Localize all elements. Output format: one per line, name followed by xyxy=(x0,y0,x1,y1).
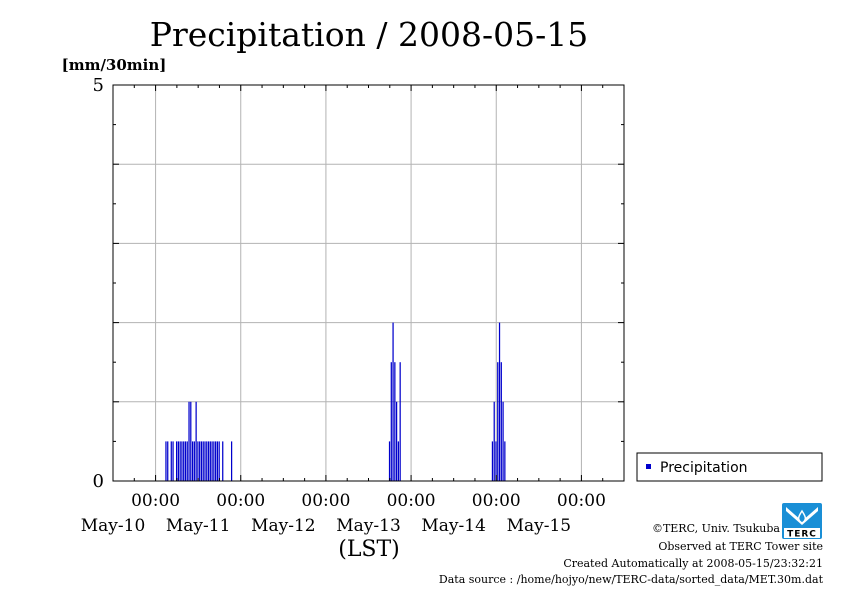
grid-lines xyxy=(113,85,624,481)
footer: ©TERC, Univ. Tsukuba Observed at TERC To… xyxy=(439,522,824,586)
precipitation-bar xyxy=(394,362,396,481)
precipitation-bar xyxy=(188,401,190,481)
precipitation-bar xyxy=(181,441,183,481)
precipitation-bar xyxy=(497,362,499,481)
precipitation-bar xyxy=(209,441,211,481)
x-tick-time-label: 00:00 xyxy=(557,491,606,511)
x-tick-date-label: May-14 xyxy=(421,516,486,536)
precipitation-bar xyxy=(175,441,178,481)
x-tick-time-label: 00:00 xyxy=(387,491,436,511)
x-axis-label: (LST) xyxy=(338,537,400,562)
chart-title: Precipitation / 2008-05-15 xyxy=(150,15,588,54)
x-tick-time-label: 00:00 xyxy=(472,491,521,511)
legend-box xyxy=(636,452,823,482)
y-tick-labels: 05 xyxy=(93,75,104,492)
y-tick-label: 0 xyxy=(93,471,104,492)
precipitation-bar xyxy=(167,441,169,481)
legend-swatch xyxy=(646,464,651,469)
precipitation-bar xyxy=(502,401,504,481)
precipitation-bar xyxy=(179,441,181,481)
precipitation-bar xyxy=(183,441,185,481)
x-tick-date-label: May-13 xyxy=(336,516,401,536)
x-tick-time-label: 00:00 xyxy=(131,491,180,511)
precipitation-bar xyxy=(215,441,217,481)
precipitation-bar xyxy=(170,441,172,481)
precipitation-bar xyxy=(211,441,213,481)
precipitation-bar xyxy=(218,441,220,481)
axis-ticks xyxy=(112,84,625,482)
precipitation-bar xyxy=(191,441,194,481)
precipitation-bar xyxy=(230,441,233,481)
copyright-text: ©TERC, Univ. Tsukuba xyxy=(652,522,780,535)
precipitation-bar xyxy=(197,441,199,481)
x-tick-date-label: May-11 xyxy=(166,516,231,536)
x-tick-date-label: May-10 xyxy=(81,516,146,536)
precipitation-bar xyxy=(390,362,392,481)
precipitation-bars xyxy=(165,322,506,481)
precipitation-bar xyxy=(216,441,219,481)
precipitation-bar xyxy=(498,322,501,481)
legend: Precipitation xyxy=(636,452,823,482)
source-text: Data source : /home/hojyo/new/TERC-data/… xyxy=(439,573,824,586)
precipitation-bar xyxy=(397,441,400,481)
precipitation-bar xyxy=(491,441,494,481)
y-axis-unit-label: [mm/30min] xyxy=(62,56,167,74)
terc-logo-icon: TERC xyxy=(782,503,822,539)
x-tick-time-label: 00:00 xyxy=(216,491,265,511)
precipitation-bar xyxy=(206,441,208,481)
precipitation-bar xyxy=(200,441,203,481)
precipitation-bar xyxy=(213,441,215,481)
precipitation-bar xyxy=(193,441,195,481)
logo-text: TERC xyxy=(787,530,817,540)
precipitation-bar xyxy=(495,441,497,481)
precipitation-bar xyxy=(396,401,398,481)
precipitation-bar xyxy=(190,401,192,481)
precipitation-bar xyxy=(204,441,206,481)
precipitation-bar xyxy=(199,441,201,481)
precipitation-bar xyxy=(504,441,506,481)
precipitation-bar xyxy=(222,441,224,481)
precipitation-bar xyxy=(399,362,401,481)
x-tick-labels: 00:00 May-10 00:00 May-11 00:00 May-12 00:00 Ma… xyxy=(81,491,606,536)
x-tick-date-label: May-12 xyxy=(251,516,316,536)
x-tick-time-label: 00:00 xyxy=(301,491,350,511)
observed-text: Observed at TERC Tower site xyxy=(658,540,823,553)
precipitation-bar xyxy=(493,401,495,481)
precipitation-bar xyxy=(172,441,174,481)
precipitation-bar xyxy=(202,441,204,481)
precipitation-bar xyxy=(195,401,197,481)
precipitation-bar xyxy=(388,441,391,481)
legend-label: Precipitation xyxy=(660,460,748,476)
precipitation-bar xyxy=(177,441,179,481)
precipitation-bar xyxy=(165,441,167,481)
created-text: Created Automatically at 2008-05-15/23:3… xyxy=(563,557,823,570)
y-tick-label: 5 xyxy=(93,75,104,96)
precipitation-bar xyxy=(500,362,502,481)
x-tick-date-label: May-15 xyxy=(507,516,572,536)
precipitation-bar xyxy=(184,441,187,481)
precipitation-bar xyxy=(207,441,210,481)
precipitation-bar xyxy=(186,441,188,481)
precipitation-bar xyxy=(392,322,394,481)
